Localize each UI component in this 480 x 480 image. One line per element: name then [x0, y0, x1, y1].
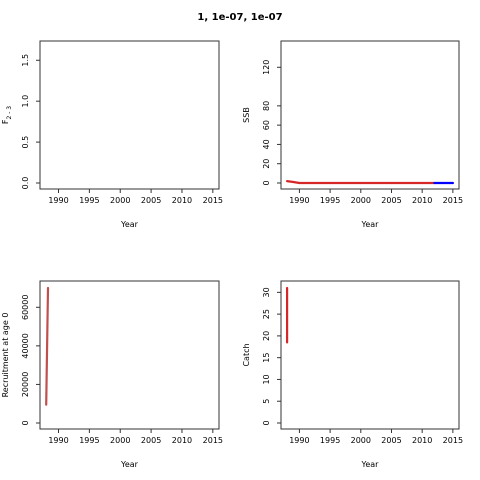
- x-tick-label: 2000: [110, 196, 130, 205]
- x-tick-label: 2015: [443, 196, 463, 205]
- x-tick-label: 2015: [203, 436, 223, 445]
- plot-frame: [280, 40, 460, 190]
- y-tick-label: 30: [262, 287, 271, 297]
- y-axis-label: SSB: [242, 107, 251, 123]
- y-tick-label: 40: [262, 139, 271, 149]
- y-axis-label: Recruitment at age 0: [1, 313, 10, 398]
- y-tick-label: 0: [21, 420, 30, 425]
- panel-recruitment: 1990 1995 2000 2005 2010 2015 0 20000 40000 60000…: [1, 280, 223, 469]
- x-axis-label: Year: [120, 220, 139, 229]
- y-tick-label: 25: [262, 309, 271, 319]
- x-tick-label: 1995: [79, 436, 99, 445]
- x-tick-label: 1995: [79, 196, 99, 205]
- y-axis-label: F2 - 3: [1, 106, 13, 124]
- x-tick-label: 1990: [289, 436, 309, 445]
- x-tick-label: 1990: [289, 196, 309, 205]
- x-tick-label: 2005: [381, 196, 401, 205]
- figure-title: 1, 1e-07, 1e-07: [197, 12, 282, 23]
- y-tick-label: 5: [262, 399, 271, 404]
- x-axis-label: Year: [361, 460, 380, 469]
- x-tick-label: 2010: [412, 436, 432, 445]
- y-tick-label: 40000: [21, 333, 30, 358]
- y-axis-label: Catch: [242, 343, 251, 366]
- series-line: [45, 286, 50, 406]
- x-axis-label: Year: [361, 220, 380, 229]
- x-tick-label: 2010: [172, 196, 192, 205]
- x-tick-label: 1995: [320, 196, 340, 205]
- x-tick-label: 2005: [141, 436, 161, 445]
- x-tick-label: 2005: [381, 436, 401, 445]
- x-axis-label: Year: [120, 460, 139, 469]
- y-axis-label-subscript: 2 - 3: [6, 106, 13, 120]
- y-tick-label: 1.0: [21, 95, 30, 108]
- x-tick-label: 2000: [110, 436, 130, 445]
- x-tick-label: 2015: [203, 196, 223, 205]
- x-tick-label: 1990: [48, 436, 68, 445]
- panel-ssb: 1990 1995 2000 2005 2010 2015 0 20 40 60 80 120 Year…: [242, 40, 463, 229]
- y-tick-label: 60: [262, 120, 271, 130]
- x-tick-label: 1995: [320, 436, 340, 445]
- series-line: [286, 180, 436, 185]
- x-tick-label: 2010: [172, 436, 192, 445]
- plot-frame: [280, 280, 460, 430]
- y-tick-label: 20000: [21, 372, 30, 397]
- y-tick-label: 120: [262, 60, 271, 75]
- x-tick-label: 2000: [351, 436, 371, 445]
- y-tick-label: 0: [262, 180, 271, 185]
- y-tick-label: 20: [262, 159, 271, 169]
- plot-frame: [39, 40, 220, 190]
- panel-catch: 1990 1995 2000 2005 2010 2015 0 5 10 15 20 25 30 Year…: [242, 280, 463, 469]
- plot-frame: [39, 280, 220, 430]
- y-tick-label: 60000: [21, 295, 30, 320]
- y-tick-label: 1.5: [21, 54, 30, 67]
- y-tick-label: 80: [262, 101, 271, 111]
- y-tick-label: 0: [262, 420, 271, 425]
- y-tick-label: 10: [262, 374, 271, 384]
- y-tick-label: 0.0: [21, 177, 30, 190]
- x-tick-label: 2010: [412, 196, 432, 205]
- x-tick-label: 2005: [141, 196, 161, 205]
- y-tick-label: 15: [262, 353, 271, 363]
- y-tick-label: 0.5: [21, 136, 30, 149]
- y-tick-label: 20: [262, 331, 271, 341]
- panel-f: 1990 1995 2000 2005 2010 2015 0.0 0.5 1.0 1.5 Year…: [1, 40, 223, 229]
- x-tick-label: 1990: [48, 196, 68, 205]
- x-tick-label: 2000: [351, 196, 371, 205]
- x-tick-label: 2015: [443, 436, 463, 445]
